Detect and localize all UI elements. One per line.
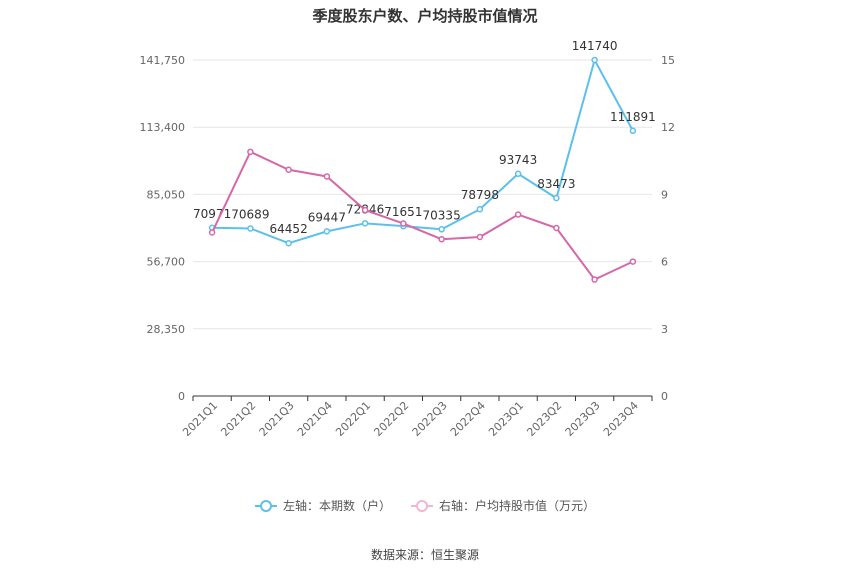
data-point-households [247, 225, 254, 232]
data-point-households [514, 170, 522, 178]
data-point-avg-value [438, 235, 445, 243]
x-tick-label: 2023Q1 [486, 399, 526, 439]
data-point-households [285, 239, 292, 247]
x-tick-label: 2023Q2 [524, 399, 564, 439]
y-right-tick-label: 6 [661, 256, 668, 269]
legend-item-households[interactable]: 左轴：本期数（户） [254, 497, 391, 514]
data-point-avg-value [514, 211, 522, 218]
data-point-avg-value [400, 220, 407, 227]
data-point-households [438, 226, 445, 233]
chart-title: 季度股东户数、户均持股市值情况 [312, 7, 538, 25]
data-point-households [553, 194, 560, 202]
x-tick-label: 2022Q4 [448, 399, 488, 439]
legend-label-avg-value: 右轴：户均持股市值（万元） [439, 499, 596, 513]
x-tick-label: 2023Q3 [563, 399, 603, 439]
data-label: 70335 [423, 208, 461, 222]
x-tick-label: 2022Q3 [410, 399, 450, 439]
data-point-avg-value [285, 166, 292, 174]
data-label: 64452 [270, 222, 308, 236]
x-tick-label: 2023Q4 [601, 399, 641, 439]
series-line-households [212, 57, 634, 245]
data-label: 93743 [499, 153, 537, 167]
data-point-avg-value [323, 173, 331, 180]
legend-item-avg-value[interactable]: 右轴：户均持股市值（万元） [411, 497, 595, 514]
data-point-avg-value [247, 148, 254, 156]
x-tick-label: 2022Q1 [333, 399, 373, 439]
y-right-tick-label: 12 [661, 121, 675, 134]
data-point-avg-value [629, 258, 637, 265]
x-tick-label: 2021Q1 [180, 399, 220, 439]
x-tick-label: 2021Q3 [257, 399, 297, 439]
y-left-tick-label: 113,400 [140, 121, 186, 134]
data-point-households [476, 205, 484, 213]
data-point-households [361, 220, 369, 227]
data-point-avg-value [553, 224, 560, 232]
data-source: 数据来源：恒生聚源 [370, 548, 479, 562]
data-label: 70689 [231, 207, 269, 221]
x-tick-label: 2021Q2 [218, 399, 258, 439]
data-label: 70971 [193, 207, 231, 221]
y-left-tick-label: 85,050 [147, 188, 186, 201]
y-left-tick-label: 56,700 [147, 256, 186, 269]
y-left-tick-label: 141,750 [140, 54, 186, 67]
y-right-tick-label: 15 [661, 54, 675, 67]
y-right-tick-label: 9 [661, 188, 668, 201]
legend-swatch-avg-value [411, 499, 433, 512]
data-point-avg-value [361, 206, 369, 214]
y-right-tick-label: 0 [661, 390, 668, 403]
data-point-avg-value [591, 276, 598, 283]
data-label: 69447 [308, 210, 346, 224]
y-left-tick-label: 0 [178, 390, 185, 403]
data-point-households [591, 56, 598, 64]
y-left-tick-label: 28,350 [147, 323, 186, 336]
x-tick-label: 2022Q2 [371, 399, 411, 439]
data-label: 83473 [537, 177, 575, 191]
data-label: 78798 [461, 188, 499, 202]
data-label: 111891 [610, 110, 656, 124]
legend: 左轴：本期数（户） 右轴：户均持股市值（万元） [0, 497, 850, 514]
data-label: 141740 [572, 39, 618, 53]
data-label: 71651 [384, 205, 422, 219]
legend-swatch-households [254, 499, 277, 512]
legend-label-households: 左轴：本期数（户） [282, 499, 391, 513]
data-point-households [629, 127, 637, 135]
data-point-households [323, 228, 331, 235]
data-point-avg-value [208, 229, 216, 236]
x-tick-label: 2021Q4 [295, 399, 335, 439]
data-point-avg-value [476, 233, 484, 241]
series-line-avg-value [211, 150, 634, 281]
y-right-tick-label: 3 [661, 323, 668, 336]
